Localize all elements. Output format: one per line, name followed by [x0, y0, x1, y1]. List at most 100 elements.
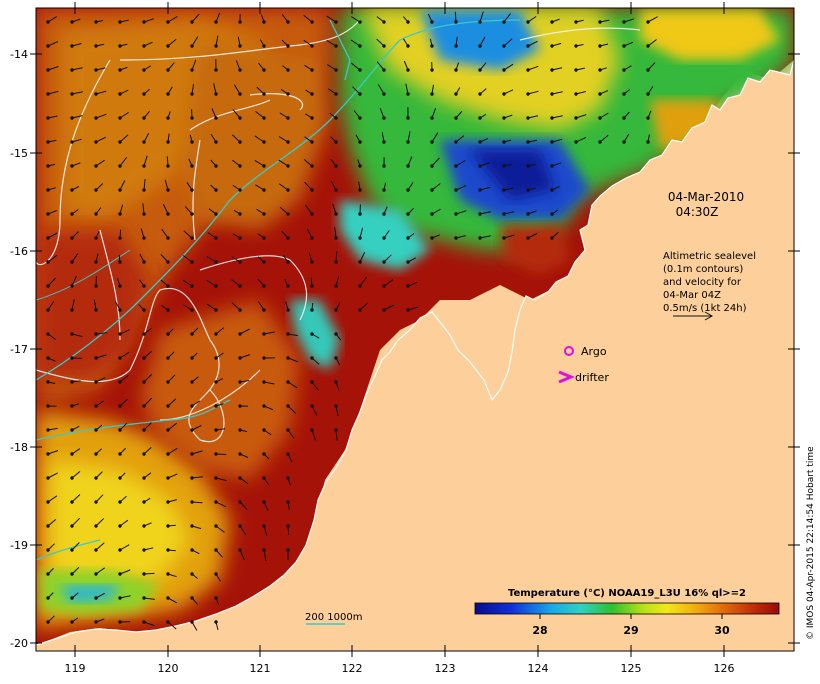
velocity-arrow-origin [431, 237, 433, 239]
velocity-arrow-origin [479, 237, 481, 239]
velocity-arrow-origin [383, 261, 385, 263]
velocity-arrow-origin [287, 381, 289, 383]
velocity-arrow-origin [215, 573, 217, 575]
velocity-arrow-origin [311, 165, 313, 167]
velocity-arrow-origin [287, 477, 289, 479]
velocity-arrow-origin [359, 165, 361, 167]
velocity-arrow-origin [95, 621, 97, 623]
velocity-arrow-origin [215, 165, 217, 167]
velocity-arrow-origin [503, 237, 505, 239]
velocity-arrow-origin [311, 381, 313, 383]
velocity-arrow-origin [455, 141, 457, 143]
velocity-arrow-origin [263, 117, 265, 119]
velocity-arrow-origin [503, 213, 505, 215]
velocity-arrow-origin [143, 189, 145, 191]
velocity-arrow-origin [311, 69, 313, 71]
velocity-arrow-origin [431, 189, 433, 191]
velocity-arrow-origin [71, 69, 73, 71]
velocity-arrow-origin [71, 261, 73, 263]
velocity-arrow-origin [191, 21, 193, 23]
velocity-arrow-origin [311, 213, 313, 215]
longitude-labels: 119 120 121 122 123 124 125 126 [65, 662, 735, 675]
velocity-arrow-origin [311, 429, 313, 431]
velocity-arrow-origin [359, 189, 361, 191]
velocity-arrow-origin [263, 189, 265, 191]
velocity-arrow-origin [143, 45, 145, 47]
velocity-arrow-origin [287, 525, 289, 527]
velocity-arrow-origin [215, 45, 217, 47]
lat-label: -15 [10, 147, 28, 160]
velocity-arrow-origin [191, 165, 193, 167]
velocity-arrow-origin [455, 189, 457, 191]
velocity-arrow-origin [407, 309, 409, 311]
velocity-arrow-origin [311, 237, 313, 239]
velocity-arrow-origin [191, 309, 193, 311]
velocity-arrow-origin [407, 213, 409, 215]
velocity-arrow-origin [359, 117, 361, 119]
velocity-arrow-origin [191, 621, 193, 623]
velocity-arrow-origin [383, 69, 385, 71]
velocity-arrow-origin [167, 285, 169, 287]
velocity-arrow-origin [647, 69, 649, 71]
lon-label: 124 [528, 662, 549, 675]
velocity-arrow-origin [479, 69, 481, 71]
velocity-arrow-origin [191, 357, 193, 359]
velocity-arrow-origin [383, 93, 385, 95]
velocity-arrow-origin [311, 117, 313, 119]
velocity-arrow-origin [143, 405, 145, 407]
velocity-arrow-origin [191, 45, 193, 47]
velocity-arrow-origin [119, 285, 121, 287]
image-time: 04:30Z [676, 205, 719, 219]
velocity-arrow-origin [119, 549, 121, 551]
velocity-arrow-origin [71, 21, 73, 23]
lon-label: 123 [435, 662, 456, 675]
velocity-arrow-origin [119, 69, 121, 71]
velocity-arrow-origin [647, 141, 649, 143]
velocity-arrow-origin [119, 597, 121, 599]
velocity-arrow-origin [215, 525, 217, 527]
velocity-arrow-origin [311, 93, 313, 95]
velocity-arrow-origin [119, 309, 121, 311]
velocity-arrow-origin [455, 93, 457, 95]
velocity-arrow-origin [311, 45, 313, 47]
velocity-arrow-origin [455, 21, 457, 23]
velocity-arrow-origin [143, 69, 145, 71]
velocity-arrow-origin [71, 453, 73, 455]
velocity-arrow-origin [215, 621, 217, 623]
velocity-arrow-origin [287, 237, 289, 239]
velocity-arrow-origin [191, 573, 193, 575]
velocity-arrow-origin [287, 357, 289, 359]
velocity-arrow-origin [167, 501, 169, 503]
velocity-arrow-origin [407, 261, 409, 263]
velocity-arrow-origin [551, 237, 553, 239]
velocity-arrow-origin [119, 45, 121, 47]
velocity-arrow-origin [335, 45, 337, 47]
colorbar-tick: 29 [623, 624, 638, 637]
velocity-arrow-origin [95, 333, 97, 335]
velocity-arrow-origin [167, 237, 169, 239]
velocity-arrow-origin [335, 213, 337, 215]
velocity-arrow-origin [71, 45, 73, 47]
velocity-arrow-origin [191, 189, 193, 191]
velocity-arrow-origin [215, 237, 217, 239]
velocity-arrow-origin [47, 621, 49, 623]
velocity-arrow-origin [143, 357, 145, 359]
velocity-arrow-origin [287, 69, 289, 71]
velocity-arrow-origin [551, 93, 553, 95]
velocity-arrow-origin [503, 45, 505, 47]
velocity-arrow-origin [263, 381, 265, 383]
velocity-arrow-origin [383, 117, 385, 119]
velocity-arrow-origin [47, 525, 49, 527]
velocity-arrow-origin [191, 333, 193, 335]
lat-label: -19 [10, 539, 28, 552]
velocity-arrow-origin [239, 429, 241, 431]
velocity-arrow-origin [239, 381, 241, 383]
velocity-arrow-origin [167, 549, 169, 551]
velocity-arrow-origin [623, 69, 625, 71]
velocity-arrow-origin [239, 141, 241, 143]
velocity-arrow-origin [47, 117, 49, 119]
velocity-arrow-origin [407, 93, 409, 95]
velocity-arrow-origin [47, 453, 49, 455]
velocity-arrow-origin [215, 309, 217, 311]
velocity-arrow-origin [239, 117, 241, 119]
